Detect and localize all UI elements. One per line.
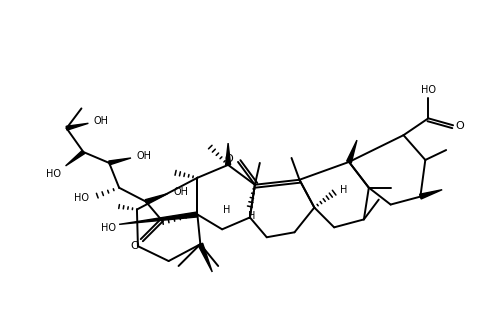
Text: OH: OH xyxy=(94,116,109,126)
Text: O: O xyxy=(225,154,233,164)
Polygon shape xyxy=(420,190,442,199)
Text: HO: HO xyxy=(421,85,436,95)
Polygon shape xyxy=(198,243,212,272)
Text: HO: HO xyxy=(74,193,89,203)
Text: HO: HO xyxy=(46,169,61,179)
Text: H: H xyxy=(341,185,348,195)
Text: H: H xyxy=(223,205,231,215)
Polygon shape xyxy=(347,140,357,163)
Text: O: O xyxy=(456,121,464,131)
Text: OH: OH xyxy=(173,187,188,197)
Polygon shape xyxy=(66,150,85,166)
Text: O: O xyxy=(131,241,139,251)
Polygon shape xyxy=(226,143,230,165)
Text: H: H xyxy=(248,211,256,221)
Polygon shape xyxy=(66,123,88,130)
Polygon shape xyxy=(145,194,168,203)
Text: OH: OH xyxy=(137,151,151,161)
Text: HO: HO xyxy=(101,223,116,233)
Polygon shape xyxy=(119,212,198,224)
Polygon shape xyxy=(109,158,131,165)
